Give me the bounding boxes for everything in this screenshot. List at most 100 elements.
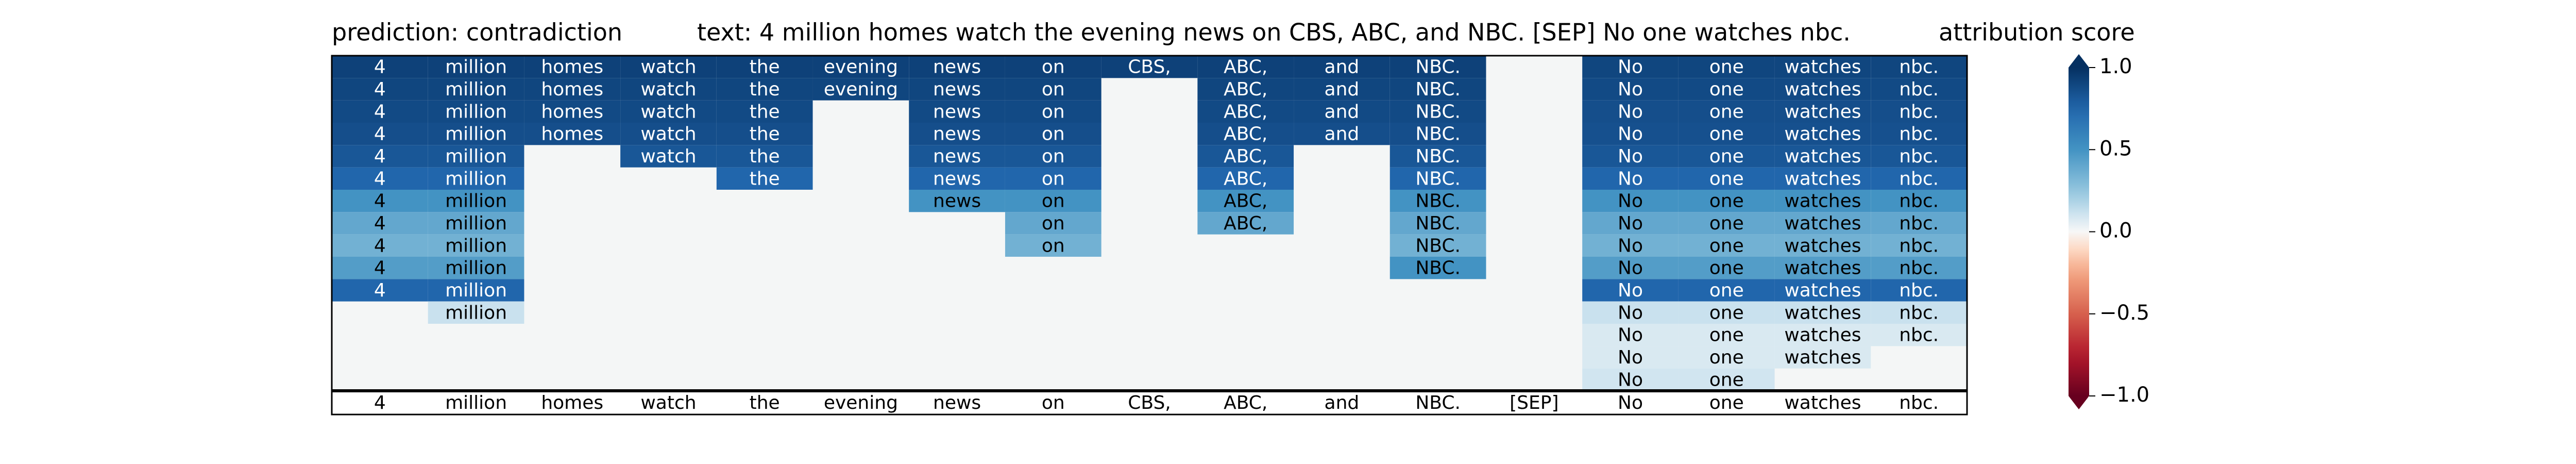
cell-token: NBC. [1415, 191, 1461, 212]
heat-cell [1678, 145, 1775, 168]
heat-cell [1582, 56, 1679, 78]
cell-token: news [933, 168, 981, 189]
heat-cell [1582, 324, 1679, 346]
heat-cell [1389, 123, 1486, 145]
heat-cell [1389, 190, 1486, 212]
colorbar-tick-label: 0.0 [2099, 219, 2132, 243]
heat-cell [332, 167, 428, 190]
cell-token: nbc. [1899, 146, 1939, 167]
heat-cell [1871, 324, 1967, 346]
cell-token: the [750, 57, 780, 78]
cell-token: 4 [374, 57, 386, 78]
cell-token: news [933, 191, 981, 212]
heat-cell [428, 234, 524, 257]
cell-token: nbc. [1899, 79, 1939, 100]
cell-token: nbc. [1899, 258, 1939, 279]
cell-token: homes [541, 101, 603, 122]
heat-cell [1197, 100, 1294, 123]
x-token-label: watches [1784, 392, 1861, 413]
heat-cell [428, 78, 524, 101]
heat-cell [1197, 167, 1294, 190]
heat-cell [1582, 346, 1679, 369]
cell-token: No [1618, 302, 1643, 323]
cell-token: NBC. [1415, 235, 1461, 256]
cell-token: million [445, 79, 507, 100]
heat-cell [716, 167, 813, 190]
heat-cell [1871, 190, 1967, 212]
cell-token: million [445, 302, 507, 323]
heat-cell [1005, 145, 1101, 168]
heat-cell [332, 78, 428, 101]
cell-token: ABC, [1224, 57, 1267, 78]
cell-token: ABC, [1224, 124, 1267, 145]
cell-token: the [750, 146, 780, 167]
heat-cell [1678, 324, 1775, 346]
heat-cell [909, 145, 1005, 168]
heat-cell [1774, 167, 1871, 190]
heat-cell [332, 212, 428, 235]
cell-token: watches [1784, 191, 1861, 212]
heat-cell [1871, 123, 1967, 145]
x-token-label: the [750, 392, 780, 413]
cell-token: on [1042, 235, 1065, 256]
cell-token: million [445, 280, 507, 301]
heat-cell [1005, 100, 1101, 123]
heat-cell [909, 123, 1005, 145]
heat-cell [812, 78, 909, 101]
cell-token: No [1618, 347, 1643, 368]
heat-cell [1582, 78, 1679, 101]
colorbar [2069, 68, 2089, 396]
heat-cell [812, 56, 909, 78]
x-token-label: watch [640, 392, 696, 413]
cell-token: nbc. [1899, 101, 1939, 122]
x-token-label: and [1325, 392, 1360, 413]
cell-token: 4 [374, 168, 386, 189]
cell-token: and [1325, 124, 1360, 145]
heat-cell [716, 56, 813, 78]
heat-cell [428, 257, 524, 279]
cell-token: nbc. [1899, 280, 1939, 301]
heat-cell [1005, 234, 1101, 257]
heat-cell [1582, 257, 1679, 279]
cell-token: million [445, 213, 507, 234]
cell-token: watches [1784, 235, 1861, 256]
cell-token: ABC, [1224, 79, 1267, 100]
heat-cell [1389, 234, 1486, 257]
cell-token: 4 [374, 191, 386, 212]
heat-cell [1582, 212, 1679, 235]
heat-cell [1871, 234, 1967, 257]
cell-token: No [1618, 191, 1643, 212]
cell-token: news [933, 101, 981, 122]
heat-cell [1871, 279, 1967, 302]
heat-cell [909, 78, 1005, 101]
prediction-title: prediction: contradiction [332, 19, 622, 46]
heat-cell [428, 190, 524, 212]
cell-token: news [933, 124, 981, 145]
cell-token: watches [1784, 57, 1861, 78]
heat-cell [1871, 212, 1967, 235]
heat-cell [620, 123, 717, 145]
cell-token: watch [640, 57, 696, 78]
cell-token: million [445, 168, 507, 189]
cell-token: nbc. [1899, 168, 1939, 189]
cell-token: and [1325, 79, 1360, 100]
colorbar-tick-label: −0.5 [2099, 301, 2149, 325]
heat-cell [1774, 301, 1871, 324]
heat-cell [1678, 123, 1775, 145]
heat-cell [909, 100, 1005, 123]
heat-cell [1678, 279, 1775, 302]
cell-token: NBC. [1415, 79, 1461, 100]
cell-token: nbc. [1899, 302, 1939, 323]
heat-cell [1871, 167, 1967, 190]
cell-token: news [933, 146, 981, 167]
cell-token: watches [1784, 146, 1861, 167]
cell-token: one [1709, 101, 1744, 122]
cell-token: NBC. [1415, 146, 1461, 167]
x-token-label: on [1042, 392, 1065, 413]
heat-cell [1582, 279, 1679, 302]
cell-token: watches [1784, 258, 1861, 279]
cell-token: million [445, 101, 507, 122]
cell-token: watch [640, 124, 696, 145]
heat-cell [332, 279, 428, 302]
heat-cell [620, 100, 717, 123]
